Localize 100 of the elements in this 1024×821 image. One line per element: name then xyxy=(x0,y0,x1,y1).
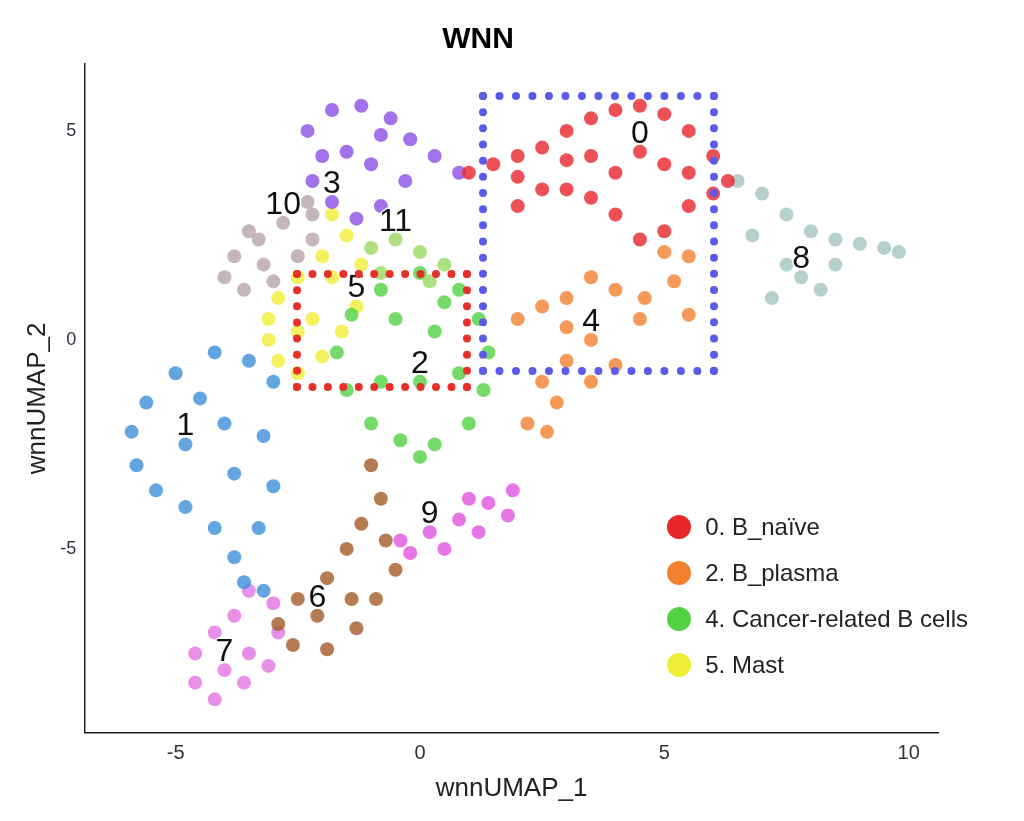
point xyxy=(559,353,574,368)
point xyxy=(559,123,574,138)
point xyxy=(310,608,325,623)
point xyxy=(388,232,403,247)
point xyxy=(461,165,476,180)
point xyxy=(354,516,369,531)
point xyxy=(608,102,623,117)
point xyxy=(559,291,574,306)
point xyxy=(393,533,408,548)
point xyxy=(261,311,276,326)
point xyxy=(251,520,266,535)
point xyxy=(344,592,359,607)
point xyxy=(657,224,672,239)
point xyxy=(437,541,452,556)
point xyxy=(364,240,379,255)
point xyxy=(681,165,696,180)
legend-label: 2. B_plasma xyxy=(705,559,839,587)
point xyxy=(315,148,330,163)
point xyxy=(290,592,305,607)
point xyxy=(349,621,364,636)
point xyxy=(339,144,354,159)
point xyxy=(667,274,682,289)
point xyxy=(412,245,427,260)
annotation: 7 xyxy=(215,632,234,669)
annotation: 8 xyxy=(792,239,811,276)
point xyxy=(305,232,320,247)
point xyxy=(584,270,599,285)
point xyxy=(535,182,550,197)
annotation: 11 xyxy=(378,201,413,238)
annotation: 3 xyxy=(323,163,341,200)
point xyxy=(261,332,276,347)
point xyxy=(803,224,818,239)
point xyxy=(437,295,452,310)
point xyxy=(300,194,315,209)
point xyxy=(266,479,281,494)
x-axis-title: wnnUMAP_1 xyxy=(434,771,588,802)
y-tick-label: 0 xyxy=(66,328,77,349)
point xyxy=(393,433,408,448)
point xyxy=(584,374,599,389)
point xyxy=(471,525,486,540)
point xyxy=(290,249,305,264)
point xyxy=(398,174,413,189)
annotation: 9 xyxy=(420,494,439,531)
point xyxy=(334,324,349,339)
annotation: 6 xyxy=(308,577,327,614)
point xyxy=(305,311,320,326)
point xyxy=(584,148,599,163)
point xyxy=(207,345,222,360)
point xyxy=(329,345,344,360)
point xyxy=(427,437,442,452)
point xyxy=(368,592,383,607)
annotation: 1 xyxy=(176,406,195,443)
point xyxy=(237,575,252,590)
point xyxy=(271,353,286,368)
point xyxy=(383,111,398,126)
point xyxy=(139,395,154,410)
point xyxy=(584,190,599,205)
point xyxy=(535,374,550,389)
point xyxy=(378,533,393,548)
point xyxy=(755,186,770,201)
point xyxy=(422,274,437,289)
point xyxy=(559,182,574,197)
point xyxy=(637,291,652,306)
point xyxy=(251,232,266,247)
point xyxy=(149,483,164,498)
point xyxy=(681,249,696,264)
point xyxy=(227,466,242,481)
legend-label: 0. B_naïve xyxy=(705,513,820,541)
point xyxy=(339,228,354,243)
point xyxy=(510,311,525,326)
point xyxy=(373,282,388,297)
point xyxy=(315,349,330,364)
point xyxy=(266,274,281,289)
point xyxy=(535,299,550,314)
point xyxy=(344,307,359,322)
point xyxy=(452,512,467,527)
point xyxy=(237,282,252,297)
point xyxy=(227,550,242,565)
point xyxy=(207,520,222,535)
point xyxy=(266,596,281,611)
point xyxy=(549,395,564,410)
point xyxy=(828,232,843,247)
point xyxy=(320,571,335,586)
point xyxy=(207,692,222,707)
x-tick-label: 5 xyxy=(658,741,670,764)
point xyxy=(271,291,286,306)
point xyxy=(237,675,252,690)
point xyxy=(271,617,286,632)
point xyxy=(657,107,672,122)
point xyxy=(510,169,525,184)
point xyxy=(461,491,476,506)
y-tick-label: 5 xyxy=(66,119,77,140)
point xyxy=(461,416,476,431)
point xyxy=(354,257,369,272)
point xyxy=(852,236,867,251)
point xyxy=(427,148,442,163)
point xyxy=(300,123,315,138)
point xyxy=(452,366,467,381)
point xyxy=(500,508,515,523)
point xyxy=(608,165,623,180)
